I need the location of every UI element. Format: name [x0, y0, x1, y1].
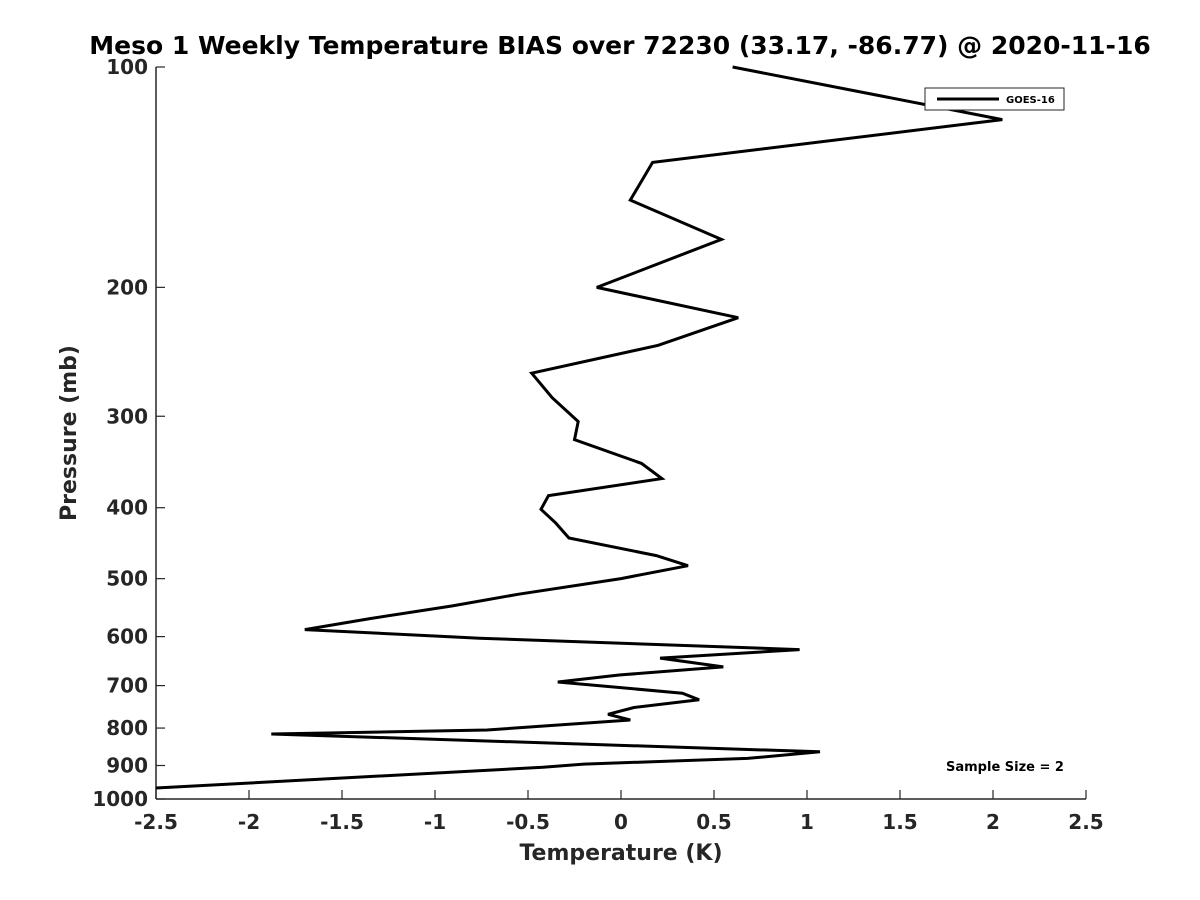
y-tick-label: 900	[106, 754, 148, 778]
y-tick-label: 800	[106, 716, 148, 740]
y-tick-label: 600	[106, 625, 148, 649]
x-tick-label: -2	[238, 810, 260, 834]
x-tick-label: 2.5	[1068, 810, 1103, 834]
y-ticks: 100 200 300 400 500 600 700 800 900 1000	[92, 55, 165, 811]
x-tick-label: -1.5	[320, 810, 364, 834]
x-tick-label: 1	[800, 810, 814, 834]
series-line-goes-16	[155, 65, 1003, 790]
y-tick-label: 500	[106, 567, 148, 591]
x-tick-label: 1.5	[882, 810, 917, 834]
x-tick-label: 2	[986, 810, 1000, 834]
y-axis-label: Pressure (mb)	[57, 345, 82, 521]
y-tick-label: 1000	[92, 787, 148, 811]
legend-entry-goes-16: GOES-16	[1006, 95, 1055, 106]
plot-area	[156, 67, 1086, 799]
chart-title: Meso 1 Weekly Temperature BIAS over 7223…	[89, 31, 1150, 60]
y-tick-label: 100	[106, 55, 148, 79]
y-tick-label: 700	[106, 674, 148, 698]
x-axis-label: Temperature (K)	[519, 841, 722, 866]
x-tick-label: 0.5	[696, 810, 731, 834]
x-tick-label: -2.5	[134, 810, 178, 834]
x-tick-label: -0.5	[506, 810, 550, 834]
x-tick-label: -1	[424, 810, 446, 834]
plot-background	[156, 67, 1086, 799]
series-layer	[155, 65, 1003, 790]
x-ticks: -2.5 -2 -1.5 -1 -0.5 0 0.5 1 1.5 2 2.5	[134, 790, 1104, 834]
y-tick-label: 200	[106, 275, 148, 299]
y-tick-label: 300	[106, 404, 148, 428]
legend: GOES-16	[924, 87, 1065, 111]
sample-size-annotation: Sample Size = 2	[946, 760, 1064, 775]
y-tick-label: 400	[106, 496, 148, 520]
x-tick-label: 0	[614, 810, 628, 834]
